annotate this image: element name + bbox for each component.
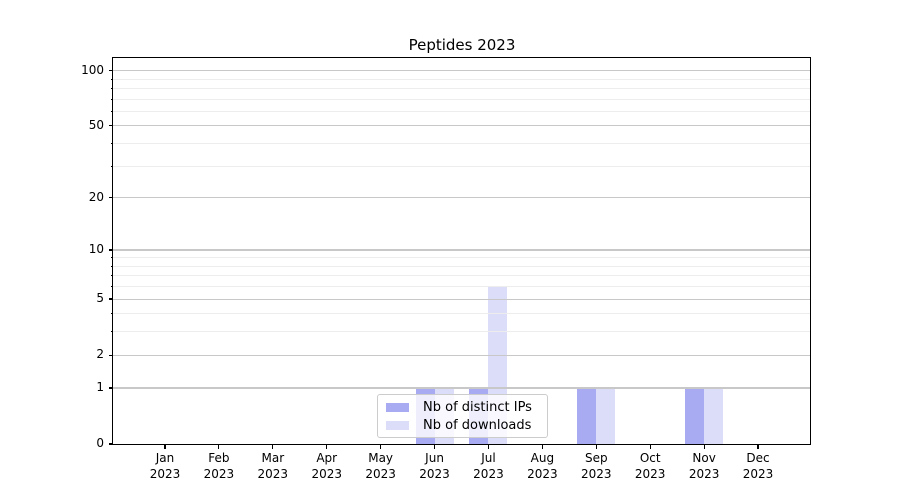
legend-item-distinct-ips: Nb of distinct IPs bbox=[386, 398, 539, 416]
y-minor-tick-mark bbox=[110, 275, 113, 277]
y-minor-tick-mark bbox=[110, 331, 113, 333]
x-tick-label: Jan 2023 bbox=[149, 451, 181, 481]
x-tick-mark bbox=[703, 444, 705, 449]
y-tick-label: 50 bbox=[88, 117, 104, 132]
y-minor-gridline bbox=[113, 143, 811, 145]
y-major-gridline bbox=[113, 249, 811, 251]
y-tick-label: 10 bbox=[88, 241, 104, 256]
y-tick-mark bbox=[109, 387, 113, 389]
x-tick-label: Sep 2023 bbox=[580, 451, 612, 481]
y-tick-label: 1 bbox=[96, 379, 104, 394]
x-tick-mark bbox=[487, 444, 490, 449]
y-minor-tick-mark bbox=[110, 87, 113, 89]
y-minor-gridline bbox=[113, 286, 811, 288]
y-tick-label: 0 bbox=[96, 436, 104, 450]
x-tick-label: May 2023 bbox=[365, 451, 396, 481]
y-minor-gridline bbox=[113, 265, 811, 267]
x-tick-mark bbox=[272, 444, 274, 449]
y-tick-mark bbox=[109, 443, 113, 445]
y-minor-gridline bbox=[113, 275, 811, 277]
y-tick-label: 20 bbox=[88, 189, 104, 204]
legend-label-distinct-ips: Nb of distinct IPs bbox=[423, 399, 532, 415]
y-minor-gridline bbox=[113, 87, 811, 89]
y-tick-label: 5 bbox=[96, 291, 104, 306]
x-tick-label: Jun 2023 bbox=[419, 451, 450, 481]
plot-area bbox=[113, 58, 811, 444]
y-minor-tick-mark bbox=[110, 110, 113, 112]
y-minor-gridline bbox=[113, 110, 811, 112]
y-minor-tick-mark bbox=[110, 143, 113, 145]
legend: Nb of distinct IPs Nb of downloads bbox=[377, 394, 548, 438]
x-tick-label: Oct 2023 bbox=[634, 451, 666, 481]
y-tick-mark bbox=[109, 249, 113, 251]
y-major-gridline bbox=[113, 354, 811, 356]
y-tick-label: 2 bbox=[96, 347, 104, 362]
y-minor-tick-mark bbox=[110, 165, 113, 167]
y-major-gridline bbox=[113, 298, 811, 300]
y-tick-mark bbox=[109, 125, 113, 127]
y-minor-tick-mark bbox=[110, 257, 113, 259]
x-tick-mark bbox=[541, 444, 543, 449]
legend-item-downloads: Nb of downloads bbox=[386, 416, 539, 434]
legend-label-downloads: Nb of downloads bbox=[423, 417, 532, 433]
y-major-gridline bbox=[113, 387, 811, 389]
x-tick-label: Mar 2023 bbox=[257, 451, 289, 481]
x-tick-mark bbox=[433, 444, 436, 449]
legend-swatch-downloads bbox=[386, 420, 409, 430]
x-tick-mark bbox=[649, 444, 651, 449]
x-tick-mark bbox=[757, 444, 759, 449]
y-minor-tick-mark bbox=[110, 98, 113, 100]
y-minor-gridline bbox=[113, 165, 811, 167]
x-tick-mark bbox=[595, 444, 597, 449]
y-major-gridline bbox=[113, 125, 811, 127]
x-tick-label: Aug 2023 bbox=[527, 451, 558, 481]
bar-distinct-ips-10 bbox=[685, 387, 705, 444]
y-major-gridline bbox=[113, 70, 811, 72]
y-minor-tick-mark bbox=[110, 78, 113, 80]
x-tick-mark bbox=[380, 444, 382, 449]
chart-title: Peptides 2023 bbox=[408, 36, 516, 54]
x-tick-mark bbox=[218, 444, 220, 449]
y-tick-mark bbox=[109, 69, 113, 72]
y-minor-gridline bbox=[113, 331, 811, 333]
x-tick-label: Dec 2023 bbox=[742, 451, 774, 481]
x-tick-mark bbox=[326, 444, 328, 449]
y-minor-tick-mark bbox=[110, 313, 113, 315]
y-minor-gridline bbox=[113, 78, 811, 80]
y-minor-gridline bbox=[113, 313, 811, 315]
y-minor-gridline bbox=[113, 257, 811, 259]
bar-downloads-10 bbox=[704, 387, 724, 444]
x-tick-label: Nov 2023 bbox=[688, 451, 720, 481]
y-tick-mark bbox=[109, 298, 113, 300]
y-minor-tick-mark bbox=[110, 286, 113, 288]
y-minor-gridline bbox=[113, 98, 811, 100]
x-tick-label: Apr 2023 bbox=[311, 451, 342, 481]
x-tick-mark bbox=[164, 444, 166, 449]
bar-distinct-ips-8 bbox=[577, 387, 597, 444]
x-tick-label: Feb 2023 bbox=[203, 451, 235, 481]
legend-swatch-distinct-ips bbox=[386, 402, 409, 412]
y-tick-label: 100 bbox=[81, 62, 104, 77]
bar-downloads-8 bbox=[596, 387, 616, 444]
y-tick-mark bbox=[109, 354, 113, 356]
y-tick-mark bbox=[109, 197, 113, 199]
x-tick-label: Jul 2023 bbox=[473, 451, 504, 481]
y-minor-tick-mark bbox=[110, 265, 113, 267]
y-major-gridline bbox=[113, 197, 811, 199]
